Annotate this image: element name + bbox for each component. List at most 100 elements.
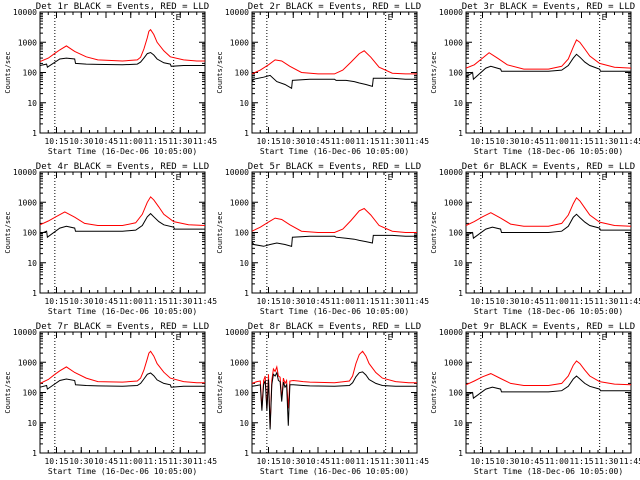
x-tick-label: 10:45 [306,137,330,146]
events-series-line [465,53,631,81]
y-tick-label: 1 [32,129,37,138]
x-tick-label: 11:30 [168,457,192,466]
y-tick-label: 10 [239,99,249,108]
x-tick-label: 11:30 [168,137,192,146]
x-tick-label: 10:15 [44,137,68,146]
time-marker-label: E [388,333,393,342]
x-tick-label: 10:45 [520,137,544,146]
x-tick-label: 11:45 [405,297,429,306]
x-tick-label: 11:30 [594,137,618,146]
y-tick-label: 100 [235,69,250,78]
x-tick-label: 11:30 [594,457,618,466]
y-tick-label: 100 [23,69,38,78]
plot-frame [39,11,206,134]
panel-det-9: Det 9r BLACK = Events, RED = LLD Counts/s… [430,322,640,476]
x-axis-label: Start Time (16-Dec-06 10:05:00) [48,307,197,316]
y-tick-label: 1000 [230,198,249,207]
x-tick-label: 10:15 [470,137,494,146]
panel-title: Det 6r BLACK = Events, RED = LLD [462,162,635,172]
x-tick-label: 11:00 [331,137,355,146]
x-tick-label: 11:00 [119,297,143,306]
x-axis-label: Start Time (18-Dec-06 10:05:00) [474,147,623,156]
y-tick-label: 100 [449,229,464,238]
x-tick-label: 10:15 [44,297,68,306]
lld-series-line [465,360,632,386]
x-tick-label: 11:45 [193,137,217,146]
x-axis-label: Start Time (16-Dec-06 10:05:00) [260,147,409,156]
x-tick-label: 11:00 [331,297,355,306]
y-tick-label: 100 [235,389,250,398]
time-marker-label: E [176,13,181,22]
x-tick-label: 11:45 [405,457,429,466]
events-series-line [465,375,631,400]
lld-series-line [251,50,417,75]
x-axis-label: Start Time (16-Dec-06 10:05:00) [48,147,197,156]
y-tick-label: 1000 [18,198,37,207]
x-tick-label: 11:00 [545,137,569,146]
x-tick-label: 10:30 [69,297,93,306]
y-tick-label: 10 [27,259,37,268]
x-tick-label: 11:45 [619,137,640,146]
x-tick-label: 11:00 [545,457,569,466]
lld-series-line [251,350,417,428]
y-tick-label: 100 [449,69,464,78]
x-tick-label: 10:15 [470,457,494,466]
panel-title: Det 7r BLACK = Events, RED = LLD [36,322,209,332]
y-axis-label: Counts/sec [216,51,224,93]
y-tick-label: 100 [23,229,38,238]
events-series-line [39,372,205,390]
y-tick-label: 10000 [439,328,463,337]
panel-title: Det 9r BLACK = Events, RED = LLD [462,322,635,332]
lld-series-line [465,39,632,70]
x-tick-label: 10:30 [495,297,519,306]
y-tick-label: 1 [244,289,249,298]
panel-title: Det 2r BLACK = Events, RED = LLD [248,2,421,12]
x-axis-label: Start Time (18-Dec-06 10:05:00) [474,307,623,316]
time-marker-label: E [602,13,607,22]
x-axis-label: Start Time (18-Dec-06 10:05:00) [474,467,623,476]
x-tick-label: 10:30 [69,457,93,466]
x-tick-label: 11:30 [380,457,404,466]
lld-series-line [39,196,206,226]
x-axis-label: Start Time (16-Dec-06 10:05:00) [260,307,409,316]
y-axis-label: Counts/sec [430,211,438,253]
x-tick-label: 10:15 [256,297,280,306]
y-tick-label: 1 [32,449,37,458]
y-tick-label: 10 [453,259,463,268]
time-marker-label: E [388,13,393,22]
x-tick-label: 10:45 [306,297,330,306]
x-tick-label: 11:15 [143,457,167,466]
plot-frame [39,171,206,294]
y-tick-label: 10 [239,259,249,268]
events-series-line [39,212,205,239]
y-tick-label: 10000 [13,8,37,17]
x-tick-label: 10:30 [495,457,519,466]
y-tick-label: 1000 [444,198,463,207]
x-tick-label: 10:30 [69,137,93,146]
x-tick-label: 10:30 [281,297,305,306]
x-tick-label: 10:45 [520,457,544,466]
x-tick-label: 11:15 [569,457,593,466]
lld-series-line [465,196,632,227]
y-tick-label: 10 [27,99,37,108]
x-tick-label: 11:15 [355,137,379,146]
events-series-line [465,213,631,240]
y-tick-label: 10 [27,419,37,428]
y-tick-label: 100 [449,389,464,398]
x-tick-label: 11:30 [594,297,618,306]
x-tick-label: 11:30 [168,297,192,306]
events-series-line [251,234,417,247]
x-tick-label: 11:30 [380,137,404,146]
y-axis-label: Counts/sec [430,371,438,413]
lld-series-line [39,350,205,384]
y-tick-label: 1000 [230,358,249,367]
x-tick-label: 11:45 [193,297,217,306]
x-tick-label: 10:15 [256,457,280,466]
x-tick-label: 11:15 [569,137,593,146]
time-marker-label: E [176,173,181,182]
x-tick-label: 11:00 [119,457,143,466]
x-tick-label: 11:45 [193,457,217,466]
y-axis-label: Counts/sec [216,211,224,253]
panel-det-6: Det 6r BLACK = Events, RED = LLD Counts/s… [430,162,640,316]
